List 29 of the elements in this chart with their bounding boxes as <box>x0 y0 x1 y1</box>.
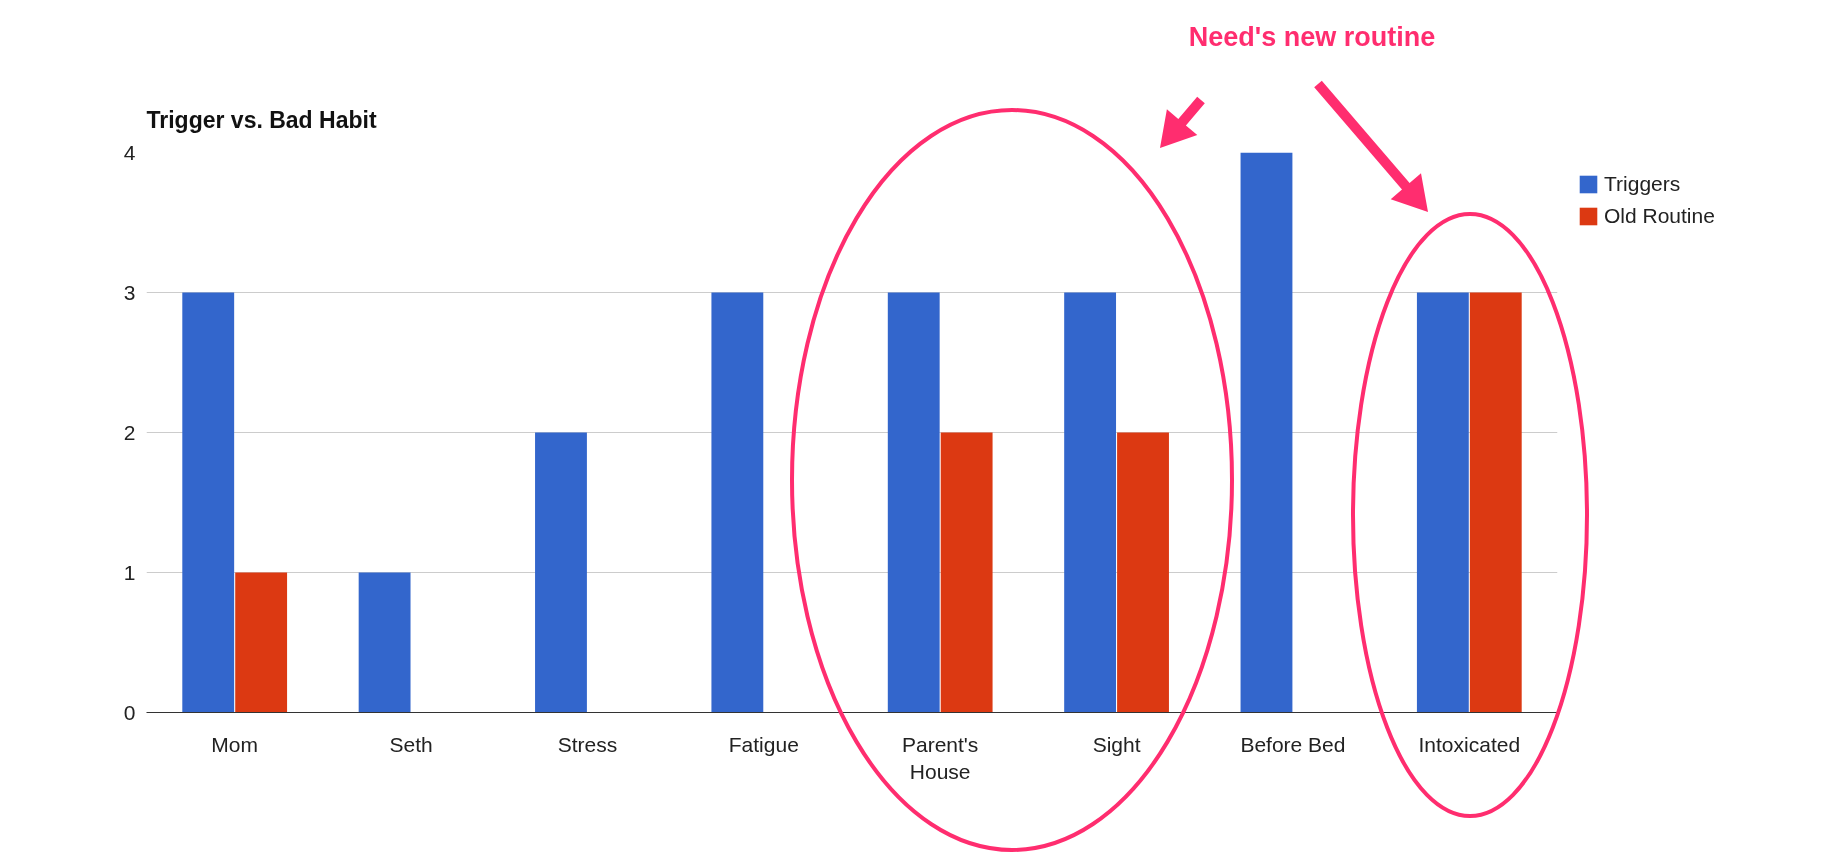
legend-label: Triggers <box>1604 172 1681 196</box>
y-tick-label: 0 <box>123 700 136 724</box>
bar <box>182 292 235 713</box>
bar <box>1469 292 1522 713</box>
x-tick-label: Sight <box>1092 732 1141 756</box>
bar <box>1416 292 1469 713</box>
bar <box>358 572 411 713</box>
x-tick-label: Before Bed <box>1240 732 1346 756</box>
x-tick-label: Mom <box>211 732 259 756</box>
bar <box>940 432 993 713</box>
bar <box>535 432 587 713</box>
y-tick-label: 2 <box>123 420 136 444</box>
y-tick-label: 4 <box>123 140 136 164</box>
y-tick-label: 1 <box>123 560 136 584</box>
x-tick-label: Parent's House <box>902 732 979 784</box>
x-tick-label: Intoxicated <box>1418 732 1521 756</box>
chart-title: Trigger vs. Bad Habit <box>146 106 377 133</box>
x-tick-label: Stress <box>557 732 618 756</box>
text: Need's new routine <box>1188 22 1436 52</box>
bar <box>1240 152 1293 713</box>
bar <box>1117 432 1169 713</box>
bar <box>235 572 288 713</box>
bar <box>887 292 940 713</box>
bar <box>711 292 764 713</box>
legend-label: Old Routine <box>1604 204 1715 228</box>
y-tick-label: 3 <box>123 280 136 304</box>
x-tick-label: Seth <box>389 732 433 756</box>
bar <box>1064 292 1117 713</box>
x-tick-label: Fatigue <box>728 732 799 756</box>
